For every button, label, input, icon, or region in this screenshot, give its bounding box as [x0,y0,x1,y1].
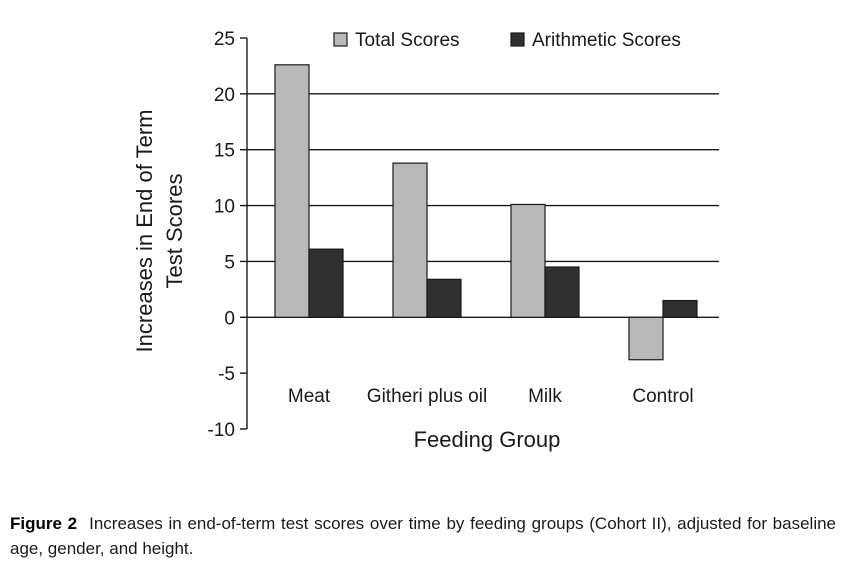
y-tick-label: 25 [214,29,235,50]
category-label: Control [632,386,693,407]
legend-swatch [333,32,348,47]
figure-label: Figure 2 [10,514,78,533]
y-tick-label: 0 [224,308,235,329]
legend: Total Scores Arithmetic Scores [333,30,681,51]
bar-total-scores [392,162,428,318]
bar-total-scores [628,316,664,361]
y-axis-title-line-2: Test Scores [162,174,187,289]
category-label: Githeri plus oil [367,386,487,407]
category-labels: Meat Githeri plus oil Milk Control [288,386,694,407]
bar-chart: -10 -5 0 5 10 15 20 25 Meat Githeri plus oil Milk… [132,29,719,452]
bar-arithmetic-scores [662,299,698,318]
figure-caption: Figure 2 Increases in end-of-term test sc… [10,511,836,561]
bars [274,64,698,361]
y-tick-label: 10 [214,197,235,218]
x-axis-title: Feeding Group [414,427,561,452]
y-tick-label: -10 [208,420,235,441]
y-tick-label: 15 [214,141,235,162]
bar-arithmetic-scores [308,248,344,318]
caption-text: Increases in end-of-term test scores ove… [10,514,837,558]
legend-label: Total Scores [355,30,460,51]
bar-arithmetic-scores [426,278,462,318]
bar-total-scores [274,64,310,318]
y-axis-title-line-1: Increases in End of Term [132,110,157,353]
legend-swatch [510,32,525,47]
category-label: Milk [528,386,562,407]
y-tick-label: 5 [224,252,235,273]
bar-arithmetic-scores [544,266,580,318]
y-axis: -10 -5 0 5 10 15 20 25 [208,29,248,441]
category-label: Meat [288,386,331,407]
y-tick-label: 20 [214,85,235,106]
bar-total-scores [510,203,546,318]
y-tick-label: -5 [218,364,235,385]
legend-label: Arithmetic Scores [532,30,681,51]
